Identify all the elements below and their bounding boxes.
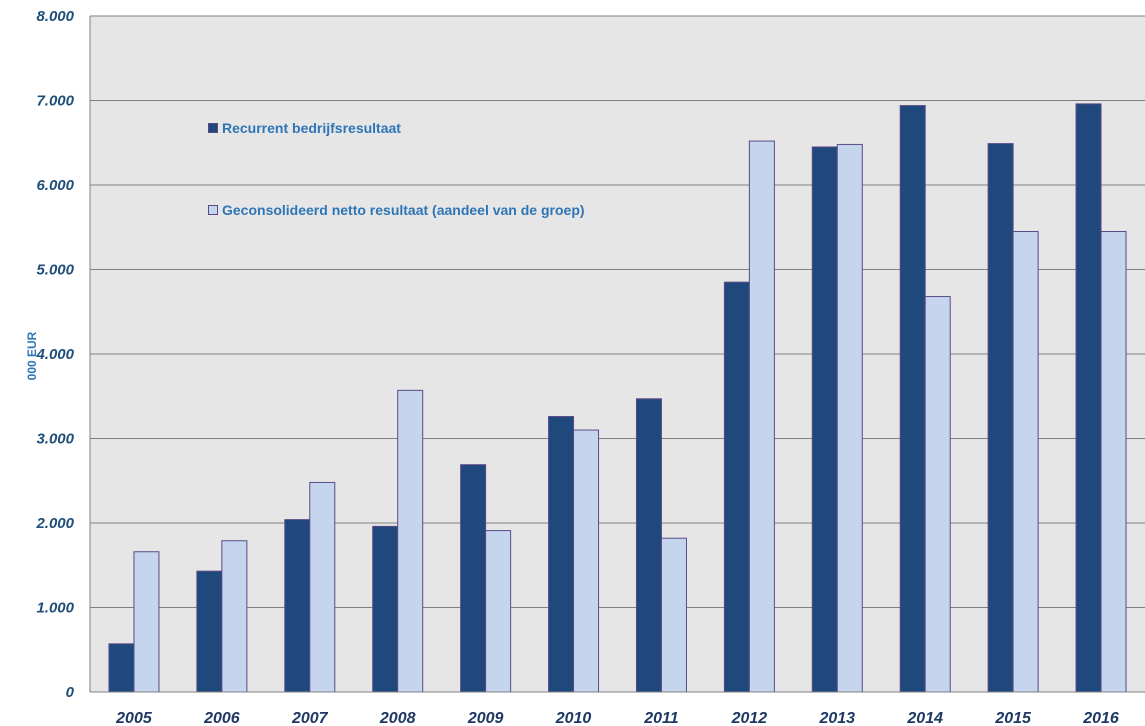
bar-recurrent-2008	[372, 525, 399, 693]
bar-recurrent-2005	[108, 643, 135, 693]
bar-recurrent-2016	[1075, 103, 1102, 693]
legend-label-recurrent: Recurrent bedrijfsresultaat	[222, 120, 401, 136]
bar-recurrent-2014	[899, 105, 926, 693]
y-tick-label: 2.000	[35, 515, 74, 532]
y-tick-label: 0	[66, 684, 75, 701]
y-tick-label: 1.000	[36, 600, 74, 617]
legend: Recurrent bedrijfsresultaat Geconsolidee…	[208, 118, 588, 220]
y-tick-label: 6.000	[36, 177, 74, 194]
y-tick-labels: 0 1.000 2.000 3.000 4.000 5.000 6.000 7.000 8.00…	[35, 8, 74, 701]
x-tick-label: 2013	[818, 710, 855, 726]
bar-recurrent-2012	[723, 281, 750, 693]
bar-netto-2005	[133, 551, 160, 693]
y-tick-label: 7.000	[36, 93, 74, 110]
bars	[108, 103, 1127, 693]
x-tick-label: 2012	[731, 710, 768, 726]
bar-netto-2007	[309, 481, 336, 693]
bar-netto-2014	[924, 296, 951, 693]
bar-netto-2009	[485, 530, 512, 693]
bar-netto-2008	[397, 389, 424, 693]
bar-recurrent-2013	[811, 146, 838, 693]
y-tick-label: 3.000	[36, 431, 74, 448]
bar-netto-2006	[221, 540, 248, 693]
bar-recurrent-2007	[284, 519, 311, 693]
y-tick-label: 4.000	[35, 346, 74, 363]
x-tick-labels: 2005 2006 2007 2008 2009 2010 2011 2012 2013 2014…	[115, 710, 1119, 726]
x-tick-label: 2016	[1082, 710, 1119, 726]
legend-swatch-netto	[208, 205, 218, 215]
x-tick-label: 2008	[379, 710, 416, 726]
x-tick-label: 2014	[906, 710, 943, 726]
bar-recurrent-2006	[196, 570, 223, 693]
bar-netto-2015	[1012, 230, 1039, 693]
legend-item-recurrent: Recurrent bedrijfsresultaat	[208, 118, 588, 138]
x-tick-label: 2011	[643, 710, 679, 726]
x-tick-label: 2015	[994, 710, 1032, 726]
gridlines	[90, 15, 1145, 608]
y-tick-label: 5.000	[36, 262, 74, 279]
x-tick-label: 2006	[203, 710, 240, 726]
legend-swatch-recurrent	[208, 123, 218, 133]
bar-recurrent-2009	[460, 464, 487, 693]
legend-label-netto: Geconsolideerd netto resultaat (aandeel …	[222, 202, 585, 218]
x-tick-label: 2009	[467, 710, 504, 726]
axes	[89, 16, 1145, 693]
x-tick-label: 2005	[115, 710, 153, 726]
bar-netto-2013	[836, 143, 863, 693]
bar-netto-2012	[748, 140, 775, 693]
x-tick-label: 2010	[555, 710, 592, 726]
x-tick-label: 2007	[291, 710, 329, 726]
bar-netto-2010	[573, 429, 600, 693]
bar-recurrent-2015	[987, 143, 1014, 693]
y-axis-title: 000 EUR	[25, 331, 39, 380]
bar-netto-2011	[660, 537, 687, 693]
bar-netto-2016	[1100, 230, 1127, 693]
bar-recurrent-2011	[635, 398, 662, 693]
bar-recurrent-2010	[548, 416, 575, 693]
legend-item-netto: Geconsolideerd netto resultaat (aandeel …	[208, 200, 588, 220]
y-tick-label: 8.000	[36, 8, 74, 25]
